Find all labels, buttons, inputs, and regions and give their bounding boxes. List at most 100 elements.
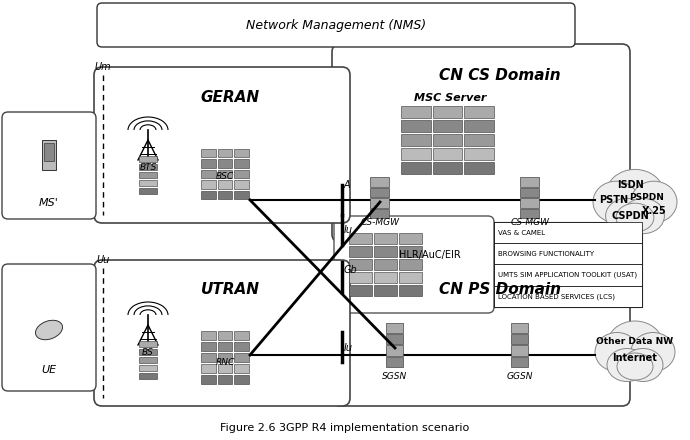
Bar (433, 148, 462, 160)
Bar (511, 345, 528, 356)
Bar (401, 162, 431, 174)
Bar (44, 143, 54, 161)
Bar (386, 323, 403, 333)
Bar (399, 272, 422, 283)
Bar (139, 357, 157, 363)
Ellipse shape (606, 198, 648, 234)
Bar (494, 222, 642, 243)
FancyBboxPatch shape (2, 112, 96, 219)
Text: CS-MGW: CS-MGW (360, 218, 400, 227)
Text: Network Management (NMS): Network Management (NMS) (246, 18, 426, 32)
Bar (520, 177, 539, 187)
Bar (139, 373, 157, 379)
Bar (217, 331, 233, 340)
Bar (399, 285, 422, 296)
Bar (401, 148, 431, 160)
Bar (374, 272, 397, 283)
Bar (511, 323, 528, 333)
Bar (235, 180, 249, 189)
Bar (401, 134, 431, 146)
Text: CN PS Domain: CN PS Domain (439, 282, 561, 297)
Bar (374, 259, 397, 270)
Bar (217, 149, 233, 158)
Text: BROWSING FUNCTIONALITY: BROWSING FUNCTIONALITY (498, 251, 594, 257)
Bar (201, 364, 216, 373)
Bar (386, 334, 403, 345)
Bar (374, 233, 397, 244)
Text: Internet: Internet (613, 353, 658, 363)
Text: CS-MGW: CS-MGW (511, 218, 549, 227)
Ellipse shape (623, 348, 663, 381)
Bar (433, 134, 462, 146)
Bar (433, 120, 462, 132)
Text: UMTS SIM APPLICATION TOOLKIT (USAT): UMTS SIM APPLICATION TOOLKIT (USAT) (498, 272, 637, 279)
Text: SGSN: SGSN (382, 372, 408, 381)
Bar (139, 365, 157, 371)
Text: BS: BS (142, 348, 154, 357)
Bar (370, 209, 389, 219)
Bar (139, 341, 157, 347)
Bar (235, 375, 249, 384)
Bar (433, 106, 462, 118)
Text: Um: Um (95, 62, 111, 72)
Text: PSPDN: PSPDN (629, 194, 664, 202)
Bar (201, 331, 216, 340)
Text: BSC: BSC (216, 172, 234, 181)
Bar (217, 159, 233, 168)
Bar (217, 191, 233, 199)
Bar (511, 334, 528, 345)
Bar (494, 243, 642, 264)
Text: Other Data NW: Other Data NW (596, 337, 673, 346)
Text: BTS: BTS (139, 163, 157, 172)
FancyBboxPatch shape (94, 67, 350, 223)
Bar (201, 180, 216, 189)
Bar (349, 285, 372, 296)
Bar (349, 233, 372, 244)
Bar (520, 209, 539, 219)
Bar (433, 162, 462, 174)
FancyBboxPatch shape (97, 3, 575, 47)
Bar (201, 375, 216, 384)
Ellipse shape (622, 198, 664, 234)
Bar (464, 162, 494, 174)
FancyBboxPatch shape (332, 260, 630, 406)
Text: CN CS Domain: CN CS Domain (440, 67, 561, 82)
Ellipse shape (35, 320, 63, 340)
Bar (217, 342, 233, 351)
FancyBboxPatch shape (94, 260, 350, 406)
Text: RNC: RNC (215, 358, 235, 367)
Text: GGSN: GGSN (506, 372, 533, 381)
Bar (42, 140, 56, 170)
Bar (201, 191, 216, 199)
FancyBboxPatch shape (334, 216, 494, 313)
Bar (235, 159, 249, 168)
Ellipse shape (593, 181, 639, 223)
Bar (217, 375, 233, 384)
Bar (349, 272, 372, 283)
Bar (235, 191, 249, 199)
Bar (139, 349, 157, 355)
Ellipse shape (595, 333, 639, 371)
FancyBboxPatch shape (2, 264, 96, 391)
Ellipse shape (617, 353, 653, 380)
Text: UTRAN: UTRAN (201, 282, 259, 297)
Bar (201, 149, 216, 158)
Bar (399, 246, 422, 257)
Bar (401, 120, 431, 132)
Bar (464, 106, 494, 118)
Bar (399, 233, 422, 244)
Text: LOCATION BASED SERVICES (LCS): LOCATION BASED SERVICES (LCS) (498, 293, 615, 300)
Bar (201, 170, 216, 178)
Bar (370, 177, 389, 187)
Bar (401, 106, 431, 118)
Bar (139, 188, 157, 194)
FancyBboxPatch shape (332, 44, 630, 242)
Bar (386, 345, 403, 356)
Bar (349, 246, 372, 257)
Text: Uu: Uu (97, 255, 110, 265)
Bar (374, 246, 397, 257)
Bar (464, 120, 494, 132)
Bar (386, 357, 403, 367)
Text: MS': MS' (39, 198, 59, 208)
Bar (235, 353, 249, 362)
